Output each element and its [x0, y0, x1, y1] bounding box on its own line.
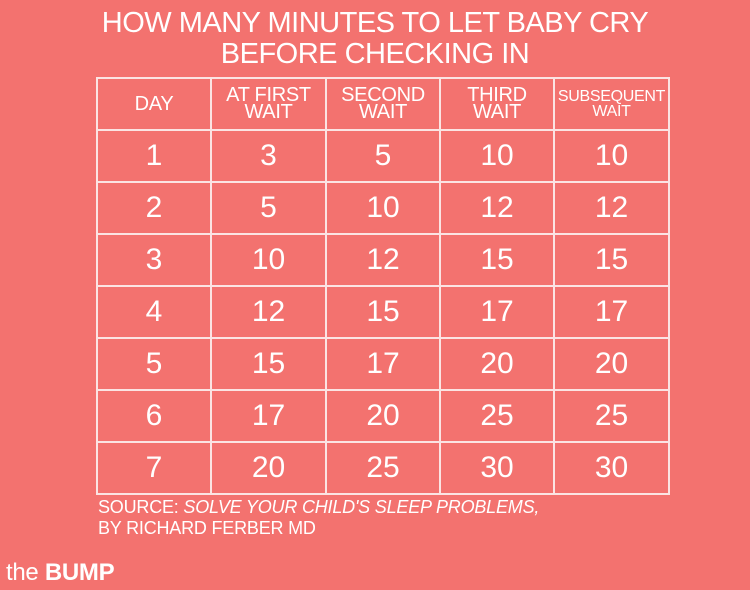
header-subsequent-wait-line2: WAIT	[592, 103, 631, 120]
second-wait-cell: 20	[325, 389, 441, 443]
first-wait-cell: 10	[210, 233, 327, 287]
first-wait-cell: 12	[210, 285, 327, 339]
third-wait-cell: 15	[439, 233, 555, 287]
second-wait-cell: 5	[325, 129, 441, 183]
the-bump-logo: the BUMP	[6, 559, 115, 586]
subsequent-wait-cell: 15	[553, 233, 670, 287]
day-cell: 1	[96, 129, 212, 183]
title-line-2: BEFORE CHECKING IN	[220, 38, 530, 70]
subsequent-wait-cell: 25	[553, 389, 670, 443]
header-day: DAY	[96, 77, 212, 131]
title-line-1: HOW MANY MINUTES TO LET BABY CRY	[101, 7, 649, 39]
header-first-wait-line1: AT FIRST	[226, 84, 311, 106]
third-wait-cell: 30	[439, 441, 555, 495]
day-cell: 5	[96, 337, 212, 391]
table-row: 5 15 17 20 20	[96, 337, 670, 391]
wait-time-table: DAY AT FIRST WAIT SECOND WAIT THIRD WAIT…	[96, 77, 670, 495]
header-third-wait: THIRD WAIT	[439, 77, 555, 131]
second-wait-cell: 17	[325, 337, 441, 391]
table-row: 3 10 12 15 15	[96, 233, 670, 287]
subsequent-wait-cell: 30	[553, 441, 670, 495]
source-prefix: SOURCE:	[98, 497, 184, 517]
third-wait-cell: 17	[439, 285, 555, 339]
header-first-wait-line2: WAIT	[244, 101, 293, 123]
first-wait-cell: 3	[210, 129, 327, 183]
subsequent-wait-cell: 12	[553, 181, 670, 235]
header-third-wait-line2: WAIT	[472, 101, 522, 123]
source-line-2: BY RICHARD FERBER MD	[98, 518, 316, 538]
subsequent-wait-cell: 20	[553, 337, 670, 391]
first-wait-cell: 17	[210, 389, 327, 443]
header-second-wait-line1: SECOND	[341, 84, 425, 106]
subsequent-wait-cell: 17	[553, 285, 670, 339]
header-first-wait: AT FIRST WAIT	[210, 77, 327, 131]
table-row: 1 3 5 10 10	[96, 129, 670, 183]
day-cell: 3	[96, 233, 212, 287]
day-cell: 6	[96, 389, 212, 443]
third-wait-cell: 25	[439, 389, 555, 443]
header-subsequent-wait: SUBSEQUENT WAIT	[553, 77, 670, 131]
second-wait-cell: 25	[325, 441, 441, 495]
logo-the: the	[6, 559, 39, 586]
header-subsequent-wait-line1: SUBSEQUENT	[557, 88, 666, 105]
header-second-wait-line2: WAIT	[358, 101, 408, 123]
table-row: 4 12 15 17 17	[96, 285, 670, 339]
table-header-row: DAY AT FIRST WAIT SECOND WAIT THIRD WAIT…	[96, 77, 670, 131]
table-row: 6 17 20 25 25	[96, 389, 670, 443]
second-wait-cell: 10	[325, 181, 441, 235]
source-book-title: SOLVE YOUR CHILD'S SLEEP PROBLEMS,	[183, 497, 540, 517]
chart-title: HOW MANY MINUTES TO LET BABY CRY BEFORE …	[0, 8, 750, 70]
header-day-label: DAY	[134, 92, 174, 115]
day-cell: 7	[96, 441, 212, 495]
header-second-wait: SECOND WAIT	[325, 77, 441, 131]
day-cell: 2	[96, 181, 212, 235]
first-wait-cell: 20	[210, 441, 327, 495]
first-wait-cell: 15	[210, 337, 327, 391]
table-row: 2 5 10 12 12	[96, 181, 670, 235]
second-wait-cell: 12	[325, 233, 441, 287]
day-cell: 4	[96, 285, 212, 339]
logo-bump: BUMP	[44, 559, 115, 586]
subsequent-wait-cell: 10	[553, 129, 670, 183]
third-wait-cell: 10	[439, 129, 555, 183]
first-wait-cell: 5	[210, 181, 327, 235]
third-wait-cell: 12	[439, 181, 555, 235]
source-line-1: SOURCE: SOLVE YOUR CHILD'S SLEEP PROBLEM…	[98, 497, 539, 518]
second-wait-cell: 15	[325, 285, 441, 339]
table-row: 7 20 25 30 30	[96, 441, 670, 495]
source-citation: SOURCE: SOLVE YOUR CHILD'S SLEEP PROBLEM…	[98, 497, 539, 539]
header-third-wait-line1: THIRD	[467, 84, 527, 106]
third-wait-cell: 20	[439, 337, 555, 391]
